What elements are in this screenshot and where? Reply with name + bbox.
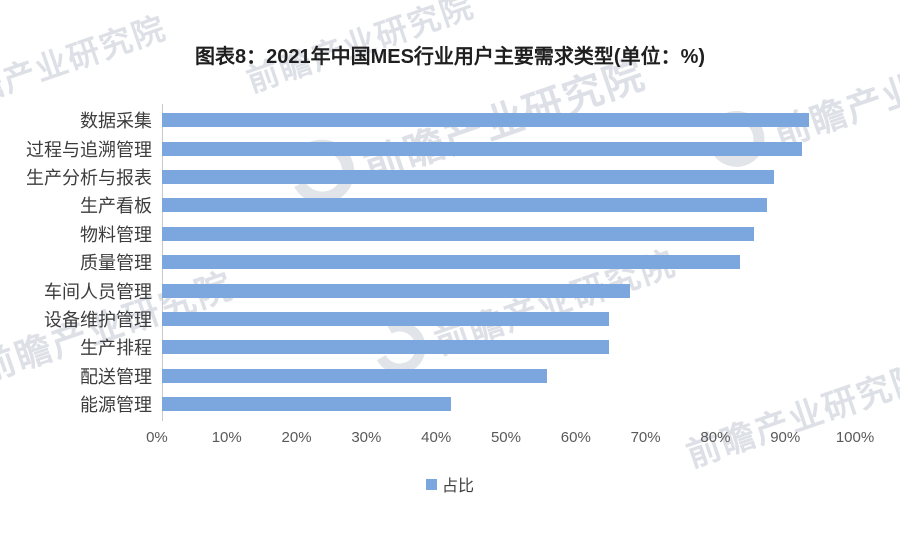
bar-row	[162, 362, 850, 390]
category-label: 物料管理	[80, 224, 152, 245]
category-label: 质量管理	[80, 253, 152, 274]
x-tick-label: 60%	[560, 429, 591, 446]
bar	[162, 169, 775, 184]
x-tick-label: 40%	[421, 429, 452, 446]
bar-row	[162, 276, 850, 304]
bar	[162, 255, 740, 270]
x-tick-label: 100%	[835, 429, 875, 446]
bar	[162, 141, 802, 156]
category-label: 设备维护管理	[44, 309, 152, 330]
chart-title: 图表8：2021年中国MES行业用户主要需求类型(单位：%)	[194, 46, 706, 68]
bar	[162, 198, 768, 213]
bars-area	[162, 106, 850, 418]
category-labels: 数据采集过程与追溯管理 生产分析与报表生产看板物料管理质量管理车间人员管理 设备维护…	[0, 106, 152, 418]
legend-label: 占比	[441, 478, 474, 495]
bar	[162, 397, 451, 412]
bar	[162, 226, 754, 241]
category-label: 配送管理	[80, 366, 152, 387]
legend: 占比	[0, 472, 900, 496]
bar	[162, 283, 630, 298]
category-label: 生产分析与报表	[26, 167, 152, 188]
category-label: 数据采集	[80, 111, 152, 132]
x-tick-label: 70%	[630, 429, 661, 446]
category-label: 生产排程	[80, 338, 152, 359]
category-label: 能源管理	[80, 395, 152, 416]
bar	[162, 113, 809, 128]
category-label: 生产看板	[80, 196, 152, 217]
bar-row	[162, 191, 850, 219]
x-tick-label: 20%	[281, 429, 312, 446]
bar-row	[162, 163, 850, 191]
bar-row	[162, 248, 850, 276]
x-tick-label: 50%	[490, 429, 521, 446]
bar-row	[162, 305, 850, 333]
x-tick-label: 80%	[700, 429, 731, 446]
legend-swatch-icon	[425, 478, 437, 490]
bar	[162, 368, 548, 383]
x-tick-label: 90%	[770, 429, 801, 446]
x-tick-label: 10%	[211, 429, 242, 446]
bar-row	[162, 106, 850, 134]
x-tick-label: 0%	[146, 429, 168, 446]
bar-row	[162, 220, 850, 248]
x-axis: 0% 10% 20% 30% 40% 50% 60% 70% 80% 90% 100%	[122, 429, 890, 446]
bar	[162, 340, 610, 355]
bar	[162, 311, 610, 326]
bar-row	[162, 134, 850, 162]
bar-row	[162, 333, 850, 361]
category-label: 车间人员管理	[44, 281, 152, 302]
x-tick-label: 30%	[351, 429, 382, 446]
category-label: 过程与追溯管理	[26, 139, 152, 160]
bar-row	[162, 390, 850, 418]
